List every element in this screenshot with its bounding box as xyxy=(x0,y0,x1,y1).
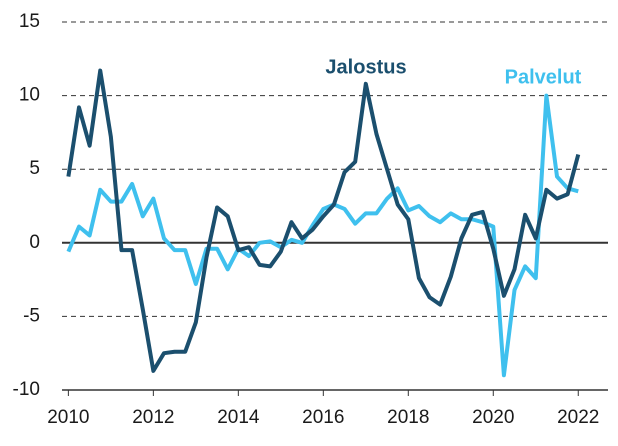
y-tick-label: -5 xyxy=(23,305,40,326)
series-label: Jalostus xyxy=(325,56,406,78)
y-tick-label: 5 xyxy=(29,158,40,179)
x-tick-label: 2012 xyxy=(132,407,174,428)
y-tick-label: -10 xyxy=(13,379,40,400)
x-tick-label: 2014 xyxy=(217,407,260,428)
series-label: Palvelut xyxy=(505,66,582,88)
y-tick-label: 0 xyxy=(29,232,40,253)
x-tick-label: 2018 xyxy=(387,407,429,428)
x-tick-label: 2022 xyxy=(557,407,599,428)
x-tick-label: 2020 xyxy=(472,407,514,428)
y-tick-label: 10 xyxy=(19,85,40,106)
x-tick-label: 2010 xyxy=(47,407,89,428)
x-tick-label: 2016 xyxy=(302,407,344,428)
line-series xyxy=(66,68,581,373)
y-tick-label: 15 xyxy=(19,11,40,32)
line-series xyxy=(66,93,579,378)
